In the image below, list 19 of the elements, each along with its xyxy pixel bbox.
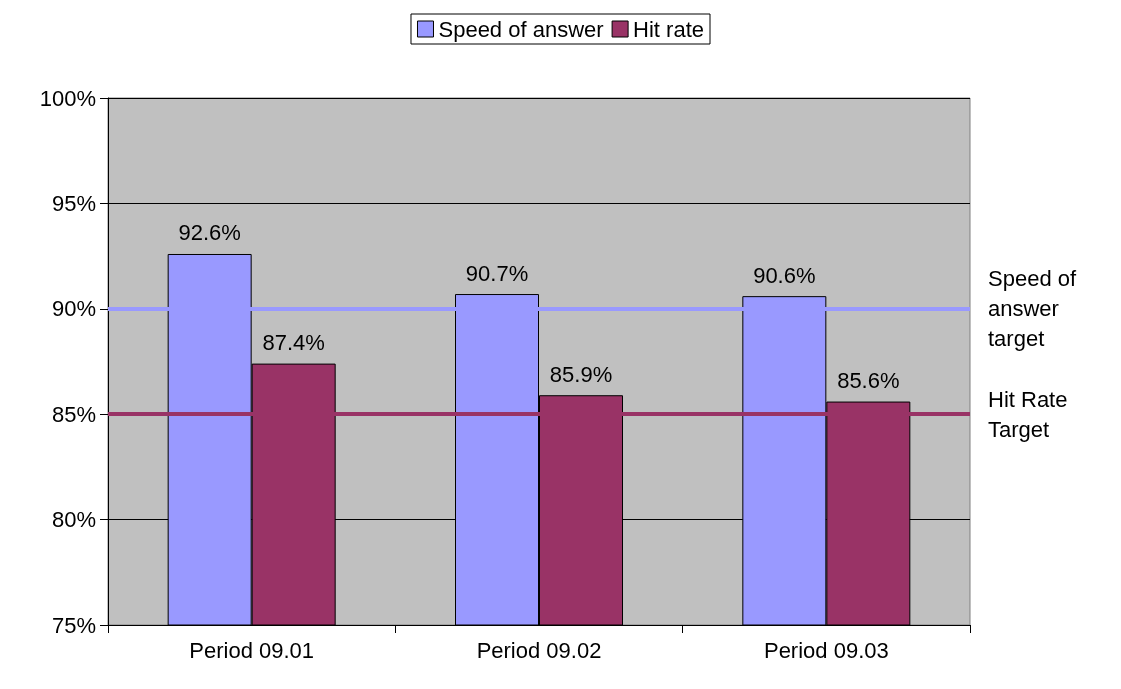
x-tick-label: Period 09.01 <box>189 637 315 663</box>
data-label: 92.6% <box>178 220 241 246</box>
data-label: 85.9% <box>549 361 613 387</box>
y-tick-label: 100% <box>39 85 96 111</box>
y-tick-label: 75% <box>51 612 96 638</box>
ref-line-label: Speed of answer target <box>988 266 1083 352</box>
y-tick-label: 90% <box>51 296 96 322</box>
x-tick-label: Period 09.03 <box>763 637 889 663</box>
y-tick-label: 85% <box>51 401 96 427</box>
y-tick-label: 95% <box>51 190 96 216</box>
legend-label: Speed of answer <box>438 16 604 42</box>
legend-label: Hit rate <box>633 16 705 42</box>
data-label: 90.7% <box>465 260 529 286</box>
ref-line-label: Hit Rate Target <box>988 386 1074 442</box>
data-label: 90.6% <box>753 262 816 288</box>
data-label: 87.4% <box>262 330 325 356</box>
data-label: 85.6% <box>837 368 900 394</box>
y-tick-label: 80% <box>51 507 96 533</box>
x-tick-label: Period 09.02 <box>476 637 602 663</box>
